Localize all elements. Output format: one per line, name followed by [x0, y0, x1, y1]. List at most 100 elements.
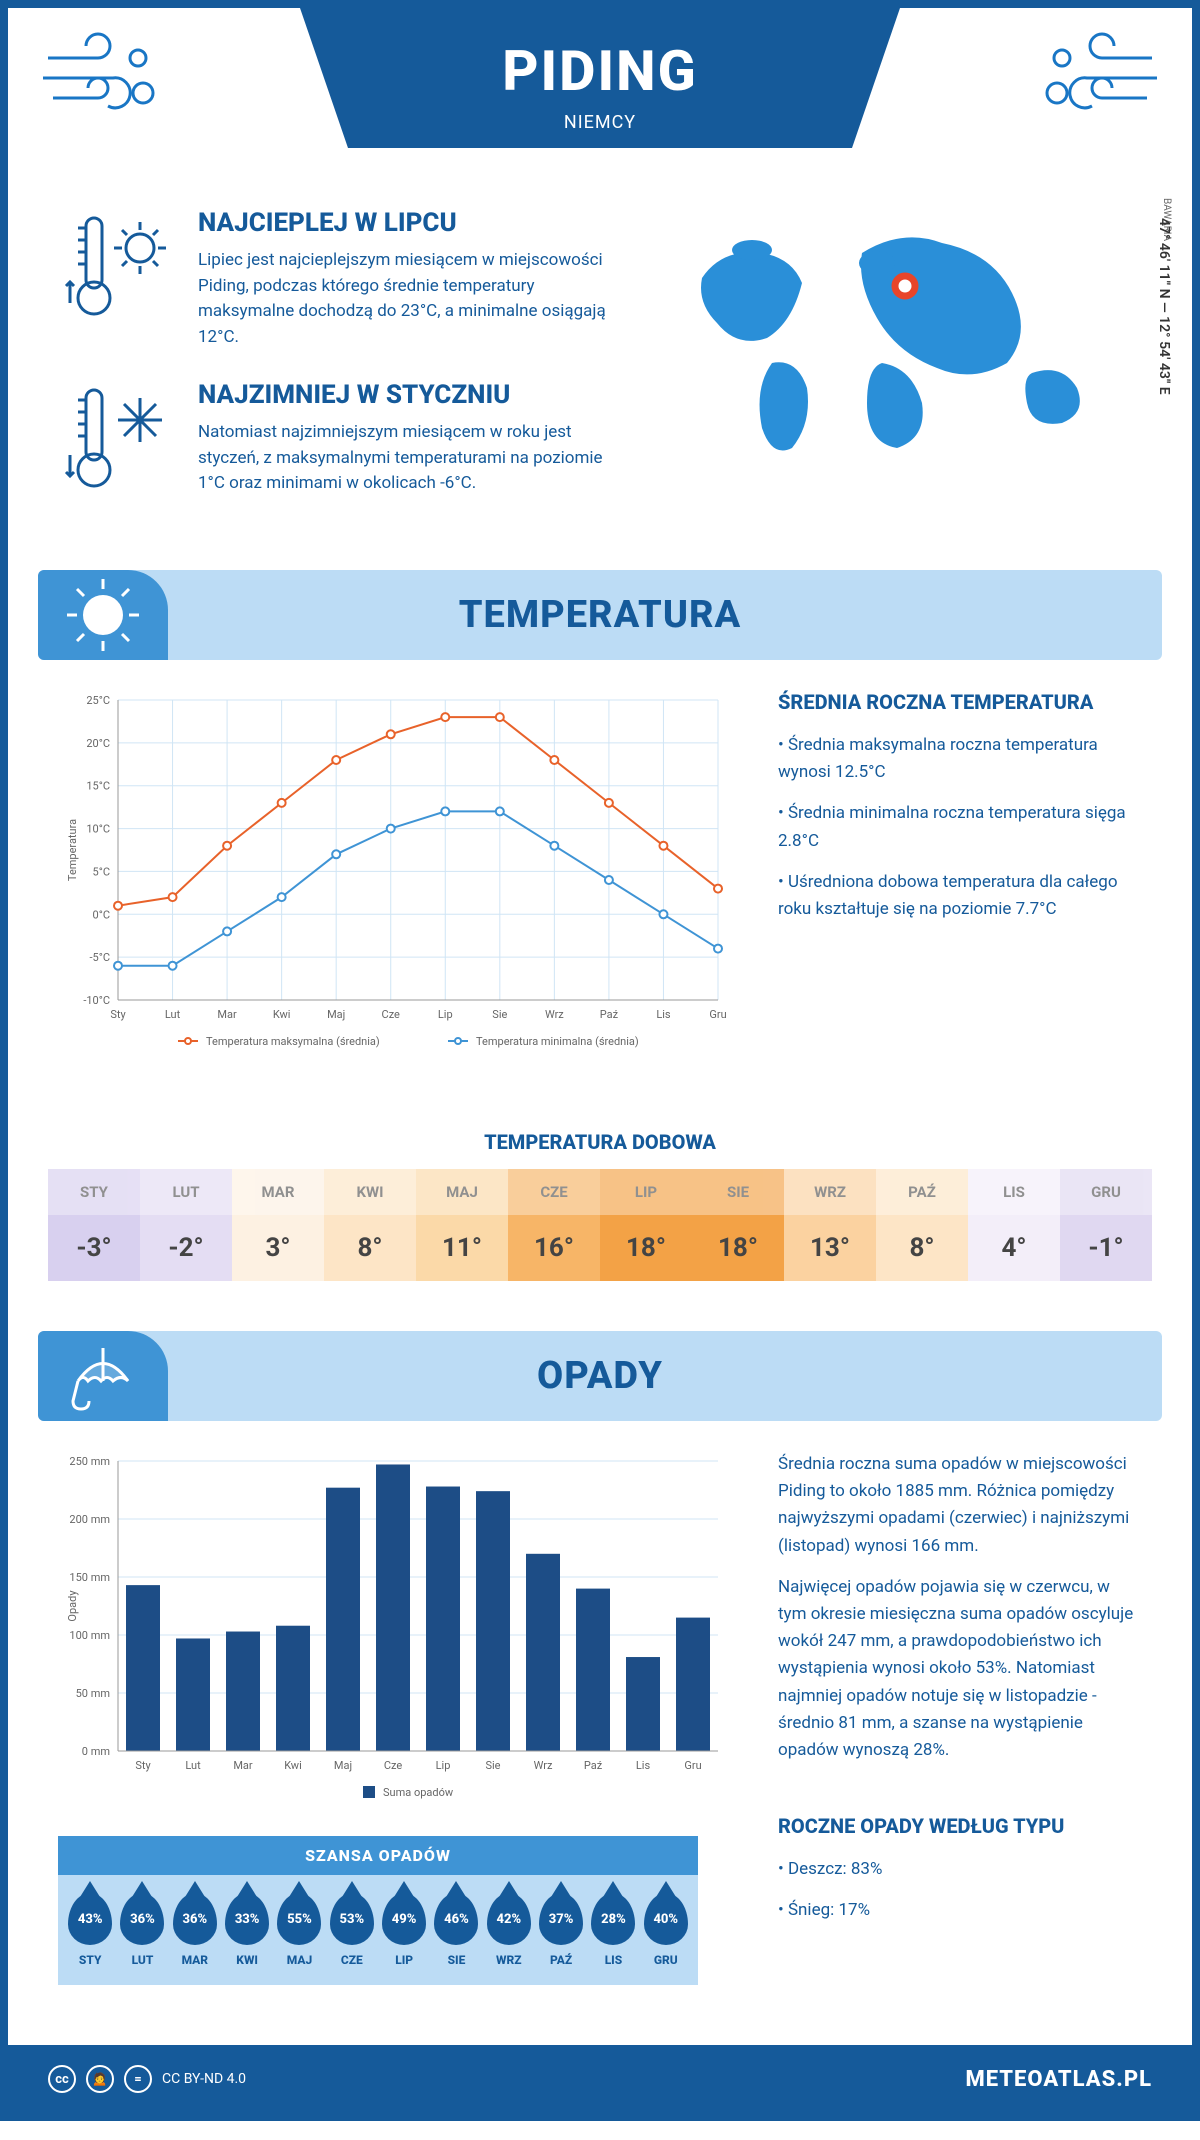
warmest-body: Lipiec jest najcieplejszym miesiącem w m…: [198, 248, 622, 350]
thermometer-snow-icon: [58, 380, 178, 500]
svg-text:Gru: Gru: [684, 1759, 701, 1772]
warmest-text: NAJCIEPLEJ W LIPCU Lipiec jest najcieple…: [198, 208, 622, 350]
month-col: LIP18°: [600, 1169, 692, 1281]
footer: cc 🙍 = CC BY-ND 4.0 METEOATLAS.PL: [8, 2045, 1192, 2113]
warmest-block: NAJCIEPLEJ W LIPCU Lipiec jest najcieple…: [58, 208, 622, 350]
month-col: LUT-2°: [140, 1169, 232, 1281]
svg-text:Paź: Paź: [584, 1759, 603, 1772]
svg-text:50 mm: 50 mm: [76, 1687, 110, 1700]
precipitation-chart: 0 mm50 mm100 mm150 mm200 mm250 mmStyLutM…: [58, 1451, 738, 1985]
svg-text:250 mm: 250 mm: [69, 1455, 110, 1468]
svg-text:Lut: Lut: [165, 1008, 181, 1021]
header: PIDING NIEMCY: [8, 8, 1192, 188]
svg-text:Mar: Mar: [217, 1008, 237, 1021]
rain-drop: 43%STY: [66, 1893, 114, 1967]
coldest-body: Natomiast najzimniejszym miesiącem w rok…: [198, 420, 622, 497]
rain-drop: 42%WRZ: [485, 1893, 533, 1967]
temperature-body: -10°C-5°C0°C5°C10°C15°C20°C25°CStyLutMar…: [8, 690, 1192, 1100]
nd-icon: =: [124, 2065, 152, 2093]
daily-temp-table: STY-3°LUT-2°MAR3°KWI8°MAJ11°CZE16°LIP18°…: [48, 1169, 1152, 1281]
svg-text:Paź: Paź: [600, 1008, 619, 1021]
svg-text:Lis: Lis: [636, 1759, 651, 1772]
rain-drop: 36%MAR: [171, 1893, 219, 1967]
temp-bullet-3: • Uśredniona dobowa temperatura dla całe…: [778, 869, 1142, 923]
svg-text:Sie: Sie: [485, 1759, 500, 1772]
precipitation-title: OPADY: [537, 1354, 663, 1398]
svg-text:-10°C: -10°C: [83, 994, 110, 1007]
svg-text:Lut: Lut: [185, 1759, 201, 1772]
rain-chance-panel: SZANSA OPADÓW 43%STY36%LUT36%MAR33%KWI55…: [58, 1836, 698, 1985]
svg-text:20°C: 20°C: [86, 737, 110, 750]
precip-type-heading: ROCZNE OPADY WEDŁUG TYPU: [778, 1814, 1142, 1838]
coordinates: 47° 46' 11" N — 12° 54' 43" E: [1156, 218, 1172, 395]
coldest-block: NAJZIMNIEJ W STYCZNIU Natomiast najzimni…: [58, 380, 622, 500]
month-col: STY-3°: [48, 1169, 140, 1281]
svg-text:0°C: 0°C: [93, 908, 110, 921]
month-col: LIS4°: [968, 1169, 1060, 1281]
svg-text:Temperatura minimalna (średnia: Temperatura minimalna (średnia): [476, 1035, 639, 1048]
temp-bullet-1: • Średnia maksymalna roczna temperatura …: [778, 732, 1142, 786]
coldest-heading: NAJZIMNIEJ W STYCZNIU: [198, 380, 622, 410]
rain-drop: 53%CZE: [328, 1893, 376, 1967]
rain-drop: 49%LIP: [380, 1893, 428, 1967]
svg-text:Kwi: Kwi: [273, 1008, 291, 1021]
site-name: METEOATLAS.PL: [965, 2067, 1152, 2092]
svg-text:Wrz: Wrz: [545, 1008, 564, 1021]
svg-text:Sty: Sty: [110, 1008, 126, 1021]
temperature-chart: -10°C-5°C0°C5°C10°C15°C20°C25°CStyLutMar…: [58, 690, 738, 1070]
intro-section: NAJCIEPLEJ W LIPCU Lipiec jest najcieple…: [8, 188, 1192, 570]
svg-text:Temperatura: Temperatura: [66, 819, 79, 881]
temp-bullet-2: • Średnia minimalna roczna temperatura s…: [778, 800, 1142, 854]
svg-text:15°C: 15°C: [86, 780, 110, 793]
svg-text:150 mm: 150 mm: [69, 1571, 110, 1584]
svg-text:5°C: 5°C: [93, 865, 110, 878]
warmest-heading: NAJCIEPLEJ W LIPCU: [198, 208, 622, 238]
svg-text:Lis: Lis: [656, 1008, 671, 1021]
month-col: KWI8°: [324, 1169, 416, 1281]
cc-icon: cc: [48, 2065, 76, 2093]
rain-drop: 36%LUT: [118, 1893, 166, 1967]
precipitation-section-header: OPADY: [38, 1331, 1162, 1421]
license-text: CC BY-ND 4.0: [162, 2071, 246, 2087]
precipitation-body: 0 mm50 mm100 mm150 mm200 mm250 mmStyLutM…: [8, 1451, 1192, 2015]
svg-text:Kwi: Kwi: [284, 1759, 302, 1772]
month-col: GRU-1°: [1060, 1169, 1152, 1281]
precip-rain: • Deszcz: 83%: [778, 1856, 1142, 1883]
svg-text:100 mm: 100 mm: [69, 1629, 110, 1642]
rain-drop: 46%SIE: [432, 1893, 480, 1967]
month-col: CZE16°: [508, 1169, 600, 1281]
intro-text-column: NAJCIEPLEJ W LIPCU Lipiec jest najcieple…: [58, 208, 622, 530]
svg-text:Opady: Opady: [66, 1590, 79, 1622]
rain-drop: 55%MAJ: [275, 1893, 323, 1967]
city-title: PIDING: [300, 38, 900, 104]
title-band: PIDING NIEMCY: [300, 8, 900, 148]
svg-text:-5°C: -5°C: [90, 951, 111, 964]
temp-summary-heading: ŚREDNIA ROCZNA TEMPERATURA: [778, 690, 1142, 714]
month-col: SIE18°: [692, 1169, 784, 1281]
svg-text:Gru: Gru: [709, 1008, 726, 1021]
rain-drop: 37%PAŹ: [537, 1893, 585, 1967]
license-block: cc 🙍 = CC BY-ND 4.0: [48, 2065, 246, 2093]
wind-icon-left: [38, 28, 168, 128]
country-subtitle: NIEMCY: [300, 112, 900, 133]
svg-text:Maj: Maj: [327, 1008, 345, 1021]
svg-text:25°C: 25°C: [86, 694, 110, 707]
svg-text:200 mm: 200 mm: [69, 1513, 110, 1526]
temperature-title: TEMPERATURA: [459, 593, 742, 637]
thermometer-sun-icon: [58, 208, 178, 328]
rain-chance-row: 43%STY36%LUT36%MAR33%KWI55%MAJ53%CZE49%L…: [58, 1875, 698, 1985]
precipitation-summary: Średnia roczna suma opadów w miejscowośc…: [778, 1451, 1142, 1985]
month-col: MAR3°: [232, 1169, 324, 1281]
month-col: PAŹ8°: [876, 1169, 968, 1281]
svg-text:Temperatura maksymalna (średni: Temperatura maksymalna (średnia): [206, 1035, 380, 1048]
svg-text:Mar: Mar: [233, 1759, 253, 1772]
svg-text:Sie: Sie: [492, 1008, 507, 1021]
page: PIDING NIEMCY NAJCIEPLEJ W LIPCU Lipiec …: [0, 0, 1200, 2121]
precip-snow: • Śnieg: 17%: [778, 1897, 1142, 1924]
wind-icon-right: [1032, 28, 1162, 128]
rain-drop: 33%KWI: [223, 1893, 271, 1967]
precip-para-1: Średnia roczna suma opadów w miejscowośc…: [778, 1451, 1142, 1560]
svg-text:Cze: Cze: [382, 1008, 401, 1021]
svg-text:Maj: Maj: [334, 1759, 352, 1772]
rain-drop: 40%GRU: [642, 1893, 690, 1967]
